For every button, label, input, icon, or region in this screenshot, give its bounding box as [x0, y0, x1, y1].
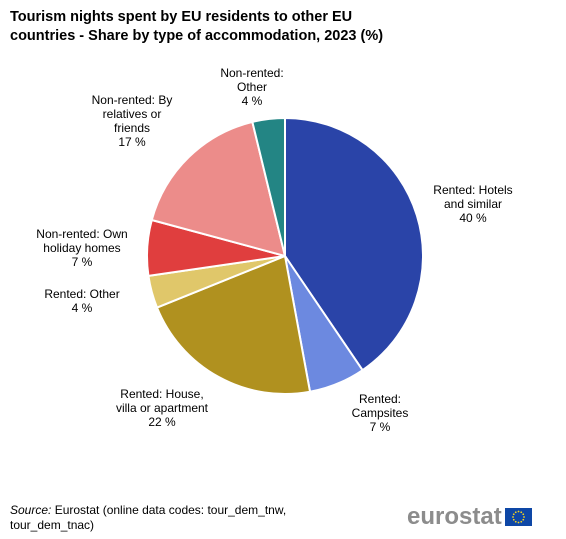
flag-star-icon [522, 513, 524, 516]
flag-star-icon [522, 518, 524, 521]
slice-category-label: Rented: Hotels [433, 183, 512, 197]
slice-category-label: Other [237, 80, 267, 94]
slice-category-label: and similar [444, 197, 502, 211]
chart-title: Tourism nights spent by EU residents to … [10, 8, 510, 46]
slice-value-label: 7 % [370, 420, 391, 434]
source-prefix: Source: [10, 503, 52, 517]
flag-star-icon [511, 516, 514, 518]
source-text: Eurostat (online data codes: tour_dem_tn… [51, 503, 287, 517]
flag-star-icon [520, 511, 522, 514]
slice-label-3: Rented: House, villa or apartment 22 % [116, 387, 209, 429]
slice-value-label: 4 % [242, 94, 263, 108]
slice-category-label: relatives or [103, 107, 162, 121]
pie-slice-1 [284, 117, 424, 372]
slice-value-label: 40 % [459, 211, 487, 225]
flag-star-icon [512, 518, 515, 521]
slice-category-label: Non-rented: [220, 66, 283, 80]
source-text-line-2: tour_dem_tnac) [10, 518, 95, 532]
slice-label-4: Rented: Other 4 % [44, 287, 119, 315]
flag-star-icon [514, 511, 517, 514]
eurostat-logo: eurostat [407, 505, 532, 529]
slice-category-label: villa or apartment [116, 401, 209, 415]
slice-label-5: Non-rented: Own holiday homes 7 % [36, 227, 127, 269]
slice-label-6: Non-rented: By relatives or friends 17 % [92, 93, 173, 149]
slice-category-label: Campsites [352, 406, 409, 420]
flag-star-icon [517, 510, 520, 513]
slice-value-label: 17 % [118, 135, 146, 149]
slice-category-label: Rented: [359, 392, 401, 406]
pie-slices [146, 116, 424, 395]
pie-labels: Rented: Hotels and similar 40 % Rented: Camp… [36, 66, 512, 434]
flag-star-icon [517, 521, 520, 524]
eu-flag-icon [504, 508, 532, 526]
chart-title-line-1: Tourism nights spent by EU residents to … [10, 9, 353, 25]
slice-label-7: Non-rented: Other 4 % [220, 66, 283, 108]
flag-star-icon [520, 520, 522, 523]
slice-label-2: Rented: Campsites 7 % [352, 392, 409, 434]
flag-star-icon [514, 520, 517, 523]
flag-star-icon [512, 513, 515, 516]
slice-value-label: 7 % [72, 255, 93, 269]
slice-category-label: Rented: House, [120, 387, 203, 401]
slice-category-label: holiday homes [43, 241, 120, 255]
slice-category-label: Rented: Other [44, 287, 119, 301]
slice-value-label: 22 % [148, 415, 176, 429]
slice-category-label: Non-rented: Own [36, 227, 127, 241]
pie-slice-6 [150, 120, 286, 257]
pie-slice-3 [156, 255, 312, 395]
slice-category-label: Non-rented: By [92, 93, 173, 107]
slice-label-1: Rented: Hotels and similar 40 % [433, 183, 512, 225]
pie-slice-7 [251, 116, 286, 257]
flag-star-icon [522, 516, 525, 518]
slice-value-label: 4 % [72, 301, 93, 315]
eurostat-logo-text: eurostat [407, 503, 502, 530]
chart-title-line-2: countries - Share by type of accommodati… [10, 28, 384, 44]
slice-category-label: friends [114, 121, 150, 135]
source-note: Source: Eurostat (online data codes: tou… [10, 503, 286, 533]
